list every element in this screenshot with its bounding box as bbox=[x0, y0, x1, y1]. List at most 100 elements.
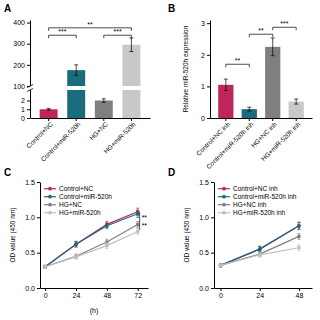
legend: Control+NC inhControl+miR-520h inhHG+NC … bbox=[218, 185, 297, 216]
plot-area bbox=[40, 38, 141, 118]
legend-item: HG+miR-520h bbox=[44, 209, 101, 216]
tick-label: 2 bbox=[21, 97, 25, 104]
y-axis-title: OD value (450 nm) bbox=[9, 208, 17, 263]
x-axis-tick: HG+miR-520h inh bbox=[260, 118, 302, 162]
legend-marker bbox=[48, 195, 52, 199]
y-axis-tick: 3 bbox=[201, 20, 210, 27]
y-axis: 0123 bbox=[201, 20, 210, 122]
tick-mark bbox=[27, 44, 30, 45]
tick-mark bbox=[207, 118, 210, 119]
y-axis-tick: 2 bbox=[201, 52, 210, 59]
bar bbox=[95, 101, 113, 119]
y-axis-tick: 200 bbox=[13, 62, 30, 69]
tick-label: 48 bbox=[296, 292, 304, 299]
tick-mark bbox=[37, 182, 40, 183]
legend-item: HG+miR-520h inh bbox=[218, 209, 286, 216]
line bbox=[45, 224, 138, 266]
y-axis-title: Relative miR-520h expression bbox=[182, 25, 190, 112]
tick-label: 72 bbox=[134, 292, 142, 299]
y-axis-tick: 1.0 bbox=[199, 214, 214, 221]
legend-item: Control+miR-520h inh bbox=[218, 193, 297, 200]
point bbox=[43, 265, 47, 269]
error-bar bbox=[75, 255, 78, 259]
tick-label: 0 bbox=[44, 292, 48, 299]
plot-area bbox=[43, 208, 139, 269]
x-axis-tick: HG+miR-520h bbox=[102, 118, 137, 155]
error-bar bbox=[105, 222, 108, 228]
point bbox=[136, 230, 140, 234]
tick-mark bbox=[27, 101, 30, 102]
x-axis-tick: HG+NC bbox=[88, 118, 109, 142]
tick-mark bbox=[260, 288, 261, 291]
error-bar bbox=[219, 264, 222, 267]
legend-label: Control+NC inh bbox=[233, 185, 278, 192]
significance-label: ** bbox=[142, 222, 148, 229]
error-bar bbox=[44, 265, 47, 268]
error-bar bbox=[258, 246, 261, 252]
point bbox=[43, 265, 47, 269]
significance-label: ** bbox=[142, 214, 148, 221]
legend-marker bbox=[48, 211, 52, 215]
tick-label: 0 bbox=[219, 292, 223, 299]
error-bar bbox=[258, 252, 261, 256]
tick-mark bbox=[211, 217, 214, 218]
bar bbox=[265, 47, 280, 118]
tick-mark bbox=[299, 288, 300, 291]
tick-mark bbox=[207, 86, 210, 87]
point bbox=[297, 246, 301, 250]
significance-bracket bbox=[104, 35, 132, 38]
x-axis-tick: 72 bbox=[134, 288, 142, 299]
tick-label: HG+miR-520h bbox=[102, 120, 137, 155]
significance-bracket bbox=[249, 34, 272, 37]
plot-area bbox=[218, 38, 304, 118]
line bbox=[45, 212, 138, 267]
significance-label: ** bbox=[87, 21, 93, 28]
x-axis-line bbox=[41, 288, 149, 289]
tick-mark bbox=[211, 182, 214, 183]
error-bar bbox=[297, 234, 300, 240]
error-bar bbox=[294, 99, 298, 104]
significance-label: *** bbox=[280, 20, 288, 27]
error-bar bbox=[105, 223, 108, 229]
tick-label: 400 bbox=[13, 19, 25, 26]
tick-label: 1 bbox=[201, 83, 205, 90]
tick-label: Control+NC bbox=[25, 120, 54, 149]
legend: Control+NCControl+miR-520hHG+NCHG+miR-52… bbox=[44, 185, 112, 216]
tick-mark bbox=[27, 65, 30, 66]
tick-label: 1.5 bbox=[25, 179, 35, 186]
x-axis: Control+NCControl+miR-520hHG+NCHG+miR-52… bbox=[25, 118, 151, 163]
panel-label: B bbox=[168, 3, 175, 14]
tick-label: 0.0 bbox=[199, 285, 209, 292]
tick-mark bbox=[76, 288, 77, 291]
significance-label: ** bbox=[235, 57, 241, 64]
point bbox=[258, 252, 262, 256]
tick-mark bbox=[37, 288, 40, 289]
tick-label: HG+miR-520h inh bbox=[260, 120, 302, 162]
legend-label: HG+miR-520h bbox=[59, 209, 101, 216]
tick-mark bbox=[27, 118, 30, 119]
error-bar bbox=[258, 253, 261, 257]
significance-label: *** bbox=[58, 28, 66, 35]
bar bbox=[40, 109, 58, 118]
legend-marker bbox=[48, 203, 52, 207]
error-bar bbox=[102, 99, 106, 103]
point bbox=[219, 264, 223, 268]
point bbox=[136, 223, 140, 227]
line bbox=[45, 231, 138, 266]
tick-mark bbox=[207, 55, 210, 56]
error-bar bbox=[219, 264, 222, 267]
point bbox=[219, 264, 223, 268]
error-bar bbox=[129, 38, 133, 52]
tick-label: HG+NC bbox=[88, 120, 109, 141]
tick-mark bbox=[211, 288, 214, 289]
legend-label: Control+NC bbox=[59, 185, 93, 192]
tick-label: 0.5 bbox=[25, 249, 35, 256]
legend-label: Control+miR-520h inh bbox=[233, 193, 297, 200]
y-axis-line bbox=[30, 21, 31, 119]
line bbox=[221, 248, 299, 266]
panel-label: D bbox=[168, 167, 175, 178]
error-bar bbox=[247, 107, 251, 111]
plot-area bbox=[219, 222, 301, 267]
x-axis-line bbox=[215, 288, 313, 289]
tick-label: 2 bbox=[201, 52, 205, 59]
